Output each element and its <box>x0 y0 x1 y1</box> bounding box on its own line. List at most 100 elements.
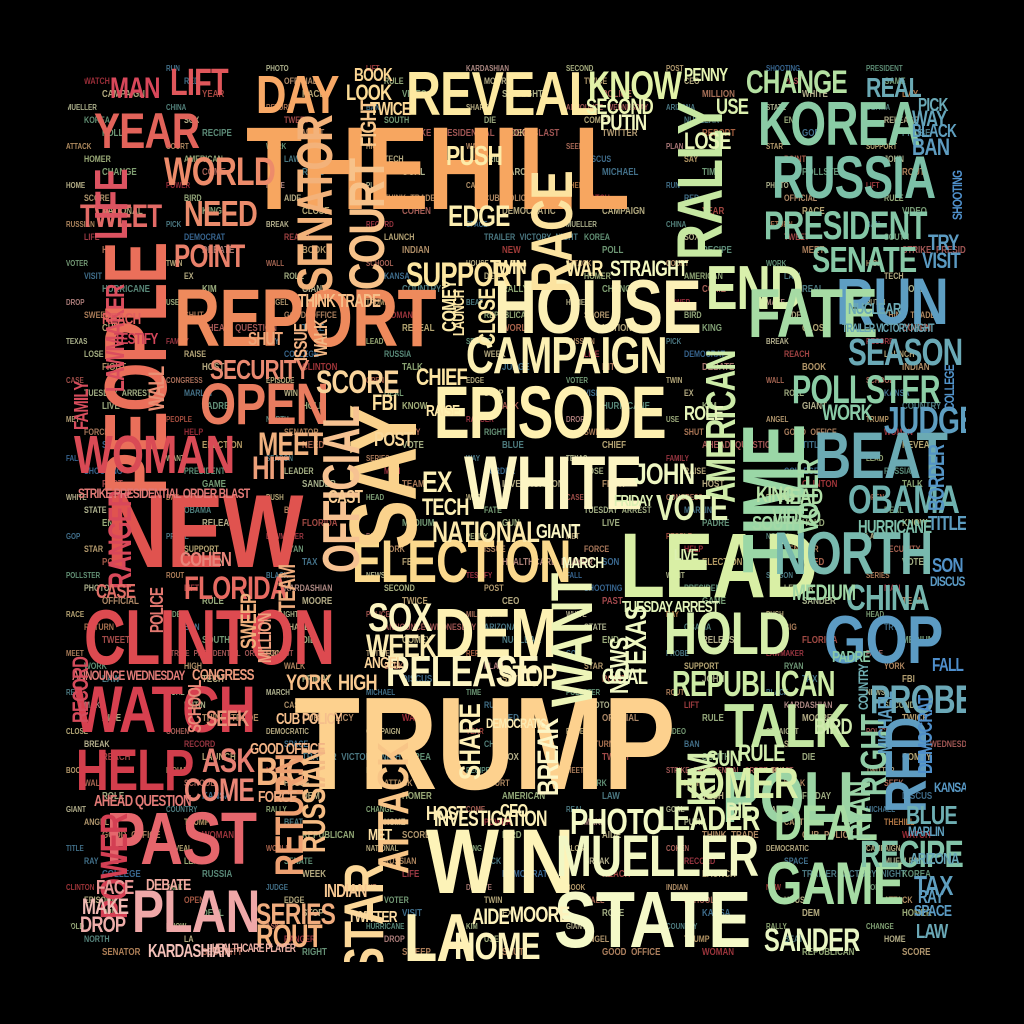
word-nuclear: NUCLEAR <box>848 301 901 318</box>
word-met: MET <box>368 827 392 844</box>
filler-word: SUPPORT <box>684 661 719 671</box>
filler-word: REPORT <box>702 128 736 139</box>
filler-word: EPISODE <box>84 895 117 905</box>
filler-word: TWIN <box>666 376 683 385</box>
filler-word: HOMER <box>584 271 611 281</box>
filler-word: STOP <box>302 908 324 919</box>
filler-word: LOOK <box>766 766 785 775</box>
filler-word: SCHOOL <box>184 778 215 788</box>
filler-word: GOAL <box>902 284 926 295</box>
filler-word: RETURN <box>584 739 614 749</box>
filler-word: POLL <box>366 766 384 775</box>
filler-word: NORTH <box>766 532 789 541</box>
filler-word: GAME <box>884 76 906 86</box>
filler-word: HURRICANE <box>602 401 650 412</box>
filler-word: TRY <box>384 505 399 515</box>
filler-word: VIDEO <box>902 206 927 217</box>
filler-word: PAST <box>784 76 803 86</box>
filler-word: COUNTRY <box>666 922 698 931</box>
filler-word: MUELLER <box>384 739 419 749</box>
filler-word: TWEET <box>784 232 810 242</box>
word-healthcare: HEALTHCARE PLAYER <box>212 941 296 955</box>
filler-word: DAY <box>166 493 179 502</box>
word-recipe: RECIPE <box>860 834 964 876</box>
filler-word: AHEAD QUESTION <box>466 959 526 962</box>
filler-word: FACE <box>366 532 384 541</box>
filler-word: PUSH <box>266 493 284 502</box>
filler-word: SHARE <box>466 103 489 112</box>
filler-word: USE <box>666 415 680 424</box>
word-campaign: CAMPAIGN <box>466 327 667 385</box>
filler-word: COUNTRY <box>166 805 198 814</box>
filler-word: YEAR <box>202 89 225 100</box>
filler-word: REAL <box>302 167 324 178</box>
filler-word: FLORIDA <box>302 518 338 529</box>
filler-word: LIFT <box>866 181 880 190</box>
filler-word: DEM <box>802 908 820 919</box>
filler-word: STAR <box>84 544 104 554</box>
filler-word: MAKE <box>584 817 606 827</box>
word-ahead: AHEAD QUESTION <box>94 793 192 810</box>
filler-word: RECORD <box>684 856 716 866</box>
word-giant: GIANT <box>536 521 580 543</box>
filler-word: ELECTION <box>702 557 743 568</box>
word-homer: HOMER <box>674 759 799 808</box>
word-release: RELEASE <box>386 647 539 696</box>
word-kansa: KANSA <box>934 779 966 795</box>
filler-word: DEMOCRATIC <box>266 727 309 736</box>
filler-word: PUTIN <box>184 700 206 710</box>
filler-word: TWEET <box>102 635 130 646</box>
filler-word: END <box>102 518 119 529</box>
filler-word: CHANGE <box>602 284 637 295</box>
filler-word: KOREA <box>84 115 111 125</box>
word-trailer: TRAILER VICTORY NIGHT <box>842 321 934 335</box>
filler-word: FBI <box>902 674 915 685</box>
filler-word: WORK <box>84 661 107 671</box>
filler-word: TRAILER VICTORY NIGHT <box>484 232 578 242</box>
filler-word: STRIKE PRESIDENTIAL ORDER BLAST <box>402 128 560 139</box>
filler-word: CLINTON <box>66 883 95 892</box>
filler-word: DIE <box>802 752 816 763</box>
filler-word: ROLE <box>284 271 305 281</box>
filler-word: RACE <box>66 610 85 619</box>
word-lead2: LIVE <box>674 547 699 564</box>
word-lose: LOSE <box>684 128 731 155</box>
filler-word: RIGHT <box>484 427 507 437</box>
filler-word: HEAD <box>866 610 885 619</box>
filler-word: PROBE <box>166 532 189 541</box>
filler-word: WORLD <box>266 844 291 853</box>
filler-word: GIANT <box>66 805 86 814</box>
filler-word: NORTH <box>266 415 289 424</box>
filler-word: HIT <box>366 883 377 892</box>
word-blue: BLUE <box>906 800 958 830</box>
filler-word: TIME <box>466 688 482 697</box>
filler-word: TITLE <box>802 440 825 451</box>
filler-word: GIANT <box>302 284 327 295</box>
word-ceo: CEO <box>500 801 528 821</box>
filler-word: MICHAEL <box>866 805 896 814</box>
filler-word: INDIAN <box>402 245 430 256</box>
filler-word: WHITE <box>566 610 587 619</box>
word-wednesday: ANNOUNCE WEDNESDAY <box>72 667 185 683</box>
filler-word: LIFE <box>84 232 100 242</box>
filler-word: BLACK <box>766 688 789 697</box>
filler-word: THEHILL <box>884 817 915 827</box>
filler-word: SEEK <box>566 142 584 151</box>
filler-word: BOOK <box>66 766 86 775</box>
filler-word: TESTIFY <box>466 571 493 580</box>
filler-word: TEXAS <box>66 337 88 346</box>
word-white: WHITE <box>464 441 642 526</box>
filler-word: SUPPORT <box>184 544 219 554</box>
filler-word: WHITE <box>802 89 828 100</box>
word-win: WIN <box>426 811 575 913</box>
filler-word: VISIT <box>402 908 423 919</box>
filler-word: TRUMP <box>366 298 389 307</box>
filler-word: MARLIN <box>684 505 712 515</box>
word-law: LAW <box>916 921 948 943</box>
word-report: REPORT <box>174 273 437 364</box>
word-republican: REPUBLICAN <box>672 663 835 704</box>
filler-word: DISCUS <box>584 154 612 164</box>
word-judge: JUDGE <box>884 400 966 442</box>
filler-word: TITLE <box>66 844 84 853</box>
filler-word: TUESDAY ARREST <box>584 505 652 515</box>
